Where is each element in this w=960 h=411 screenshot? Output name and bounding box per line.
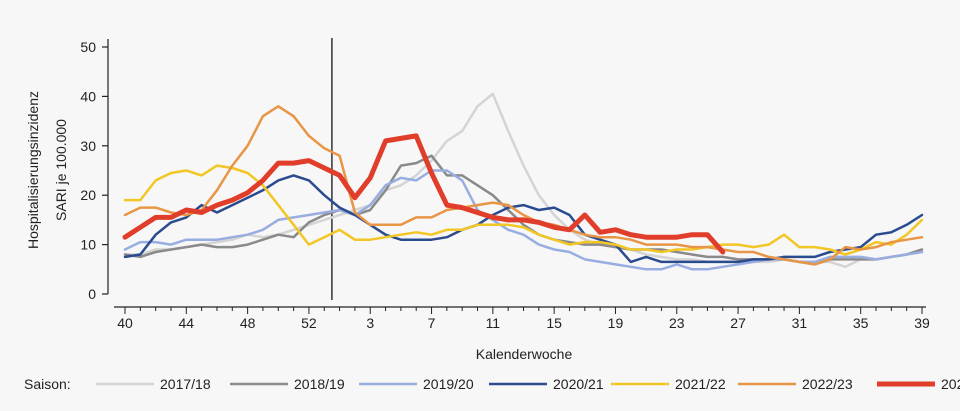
x-tick-label: 3 — [366, 315, 374, 331]
legend-label-2019-20: 2019/20 — [423, 376, 474, 392]
x-tick-label: 40 — [117, 315, 133, 331]
x-tick-label: 7 — [428, 315, 436, 331]
legend-label-2021-22: 2021/22 — [675, 376, 726, 392]
legend-title: Saison: — [24, 376, 71, 392]
legend: Saison: 2017/18 2018/19 2019/20 2020/21 2021… — [24, 376, 960, 392]
y-tick-label: 30 — [80, 138, 96, 154]
y-tick-label: 40 — [80, 88, 96, 104]
y-tick-label: 50 — [80, 39, 96, 55]
x-tick-label: 11 — [486, 315, 501, 331]
x-axis: 40 44 48 52 3 7 11 15 19 23 27 31 35 39 — [114, 306, 930, 331]
x-tick-label: 35 — [853, 315, 869, 331]
x-axis-label: Kalenderwoche — [476, 346, 573, 362]
x-tick-label: 15 — [546, 315, 562, 331]
x-tick-label: 23 — [669, 315, 685, 331]
series-line-2020-21 — [123, 174, 924, 264]
y-tick-label: 10 — [80, 237, 96, 253]
series-line-2017-18 — [123, 92, 924, 269]
x-tick-label: 48 — [240, 315, 256, 331]
legend-label-2017-18: 2017/18 — [160, 376, 211, 392]
x-tick-label: 52 — [301, 315, 317, 331]
x-tick-label: 19 — [608, 315, 624, 331]
y-tick-label: 0 — [88, 286, 96, 302]
y-axis-label-line-1: Hospitalisierungsinzidenz — [25, 91, 41, 249]
legend-label-2022-23: 2022/23 — [802, 376, 853, 392]
x-tick-label: 27 — [730, 315, 746, 331]
x-tick-label: 31 — [792, 315, 808, 331]
series-line-2023-24 — [122, 133, 726, 255]
y-axis-label-line-2: SARI je 100.000 — [53, 119, 69, 221]
x-tick-label: 39 — [914, 315, 930, 331]
legend-label-2023-24: 2023/24 — [941, 376, 960, 392]
y-axis: 0 10 20 30 40 50 — [80, 39, 109, 302]
legend-label-2018-19: 2018/19 — [294, 376, 345, 392]
series-line-2022-23 — [123, 105, 924, 266]
series-group — [122, 92, 924, 271]
y-tick-label: 20 — [80, 187, 96, 203]
series-line-2021-22 — [123, 164, 924, 256]
legend-label-2020-21: 2020/21 — [553, 376, 604, 392]
x-tick-label: 44 — [179, 315, 195, 331]
